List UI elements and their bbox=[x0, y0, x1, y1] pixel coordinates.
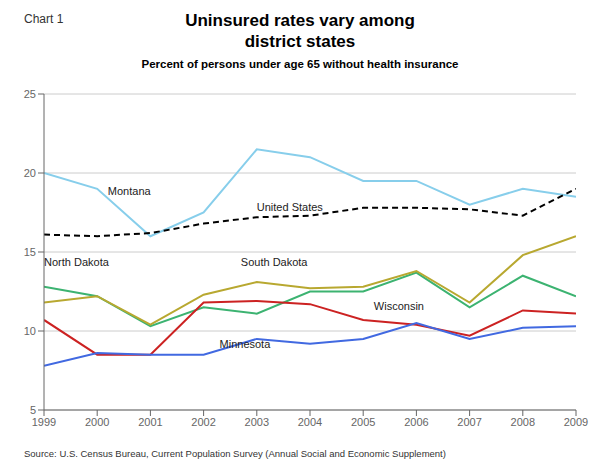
html-text:Chart 1: Chart 1 bbox=[24, 12, 64, 26]
svg-text:North Dakota: North Dakota bbox=[44, 256, 110, 268]
svg-text:2000: 2000 bbox=[85, 416, 109, 428]
svg-text:2006: 2006 bbox=[404, 416, 428, 428]
svg-text:10: 10 bbox=[24, 325, 36, 337]
svg-text:2001: 2001 bbox=[138, 416, 162, 428]
svg-text:2004: 2004 bbox=[298, 416, 322, 428]
html-text:Percent of persons under age 6: Percent of persons under age 65 without … bbox=[141, 58, 459, 70]
html-text:Source: U.S. Census Bureau, Cu: Source: U.S. Census Bureau, Current Popu… bbox=[24, 448, 446, 459]
svg-text:2008: 2008 bbox=[511, 416, 535, 428]
svg-text:Minnesota: Minnesota bbox=[220, 338, 272, 350]
svg-text:25: 25 bbox=[24, 88, 36, 100]
svg-text:20: 20 bbox=[24, 167, 36, 179]
svg-text:2009: 2009 bbox=[564, 416, 588, 428]
svg-text:2007: 2007 bbox=[457, 416, 481, 428]
html-text:district states: district states bbox=[244, 32, 356, 51]
svg-text:Wisconsin: Wisconsin bbox=[374, 300, 424, 312]
svg-text:2005: 2005 bbox=[351, 416, 375, 428]
svg-text:South Dakota: South Dakota bbox=[241, 256, 309, 268]
svg-text:5: 5 bbox=[30, 404, 36, 416]
svg-text:Montana: Montana bbox=[108, 185, 152, 197]
svg-text:2003: 2003 bbox=[245, 416, 269, 428]
svg-text:United States: United States bbox=[257, 201, 324, 213]
html-text:Uninsured rates vary among: Uninsured rates vary among bbox=[185, 11, 415, 30]
svg-text:15: 15 bbox=[24, 246, 36, 258]
svg-text:1999: 1999 bbox=[32, 416, 56, 428]
svg-text:2002: 2002 bbox=[191, 416, 215, 428]
